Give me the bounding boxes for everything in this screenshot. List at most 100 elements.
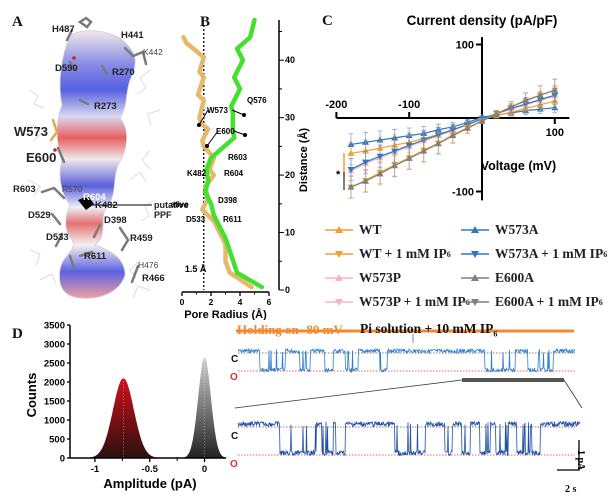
pore-surface-render: [24, 16, 161, 299]
ppf-marker: [78, 196, 94, 210]
closed-label-bottom: C: [231, 431, 239, 442]
legend-label-sub: 6: [598, 297, 603, 307]
annotation-d533: D533: [186, 215, 206, 224]
closed-label-top: C: [231, 354, 239, 365]
y-tick-label: 10: [285, 228, 295, 238]
single-channel-traces: [234, 329, 583, 471]
x-tick-label: 0: [202, 464, 207, 475]
legend-item-e600a-1-mm-ip6: E600A + 1 mM IP 6: [461, 294, 603, 310]
annotation-dot: [242, 113, 246, 117]
data-point: [347, 166, 355, 173]
y-tick-label: 40: [285, 55, 295, 65]
significance-star: *: [336, 169, 341, 181]
y-tick-label: 20: [285, 170, 295, 180]
legend-marker-icon: [461, 226, 489, 233]
ppf-annotation-line1: putative: [154, 200, 189, 210]
legend-marker-icon: [461, 299, 489, 306]
histogram-peak-closed: [179, 357, 230, 458]
series-e600a: [347, 78, 559, 199]
scale-bar: [557, 440, 580, 471]
x-tick-label: 0: [180, 297, 185, 307]
legend-marker-icon: [325, 274, 353, 281]
legend-marker-icon: [325, 299, 353, 306]
legend-label: W573A: [495, 222, 539, 237]
y-tick-label: 0: [60, 454, 65, 465]
y-tick-label: 3000: [44, 340, 65, 351]
y-tick-label: 0: [285, 285, 290, 295]
pore-surface: [56, 30, 136, 299]
residue-label-d590: D590: [55, 63, 78, 74]
y-tick-label: -100: [452, 187, 474, 199]
zoom-connector-left: [234, 379, 463, 409]
legend-item-e600a: E600A: [461, 270, 534, 286]
y-tick-label: 3500: [44, 321, 65, 332]
zoom-connector-right: [563, 379, 583, 409]
data-point: [522, 96, 530, 103]
sidechain-sticks: [24, 69, 161, 299]
legend-label: WT + 1 mM IP: [359, 246, 447, 261]
residue-label-h476: H476: [138, 260, 159, 270]
legend-marker-icon: [325, 251, 353, 258]
residue-sticks: [40, 16, 148, 284]
x-tick-label: 100: [546, 127, 564, 139]
y-tick-label: 30: [285, 113, 295, 123]
data-point: [434, 140, 442, 147]
residue-label-k482: K482: [95, 200, 118, 211]
residue-label-r273: R273: [94, 101, 117, 112]
legend-label-sub: 6: [446, 249, 451, 259]
panel-b-label: B: [200, 14, 211, 30]
data-point: [449, 132, 457, 139]
data-point: [463, 124, 471, 131]
x-tick-label: 4: [238, 297, 243, 307]
data-point: [362, 159, 370, 166]
x-tick-label: -1: [91, 464, 100, 475]
x-tick-label: -100: [398, 99, 420, 111]
y-tick-label: 1500: [44, 397, 65, 408]
annotation-dot: [243, 133, 247, 137]
data-point: [493, 110, 501, 117]
data-point: [376, 153, 384, 160]
threshold-label: 1.5 Å: [185, 264, 207, 274]
annotation-r604: R604: [224, 169, 244, 178]
legend-label: W573A + 1 mM IP: [495, 246, 604, 261]
y-axis-title: Counts: [24, 373, 39, 418]
x-axis-title: Voltage (mV): [481, 159, 556, 173]
data-point: [347, 183, 355, 190]
solution-label-sub: 6: [493, 329, 498, 339]
legend-label: W573P + 1 mM IP: [359, 294, 466, 309]
chart-title: Current density (pA/pF): [407, 13, 558, 28]
x-tick-label: 6: [267, 297, 272, 307]
residue-label-d529: D529: [28, 210, 51, 221]
legend-label: E600A: [495, 270, 535, 285]
data-point: [551, 86, 559, 93]
x-axis-title: Pore Radius (Å): [184, 308, 267, 320]
panel-d-label: D: [12, 326, 23, 342]
residue-label-d533: D533: [46, 232, 69, 243]
residue-label-r459: R459: [130, 233, 153, 244]
scale-bar-x-label: 2 s: [565, 484, 577, 495]
y-tick-label: 1000: [44, 416, 65, 427]
data-point: [391, 148, 399, 155]
ppf-annotation-line2: PPF: [154, 210, 172, 220]
trace-bottom: [237, 420, 581, 457]
data-point: [362, 147, 370, 154]
y-tick-label: 100: [456, 40, 474, 52]
residue-label-k442: K442: [143, 47, 163, 57]
x-tick-label: 2: [209, 297, 214, 307]
open-label-bottom: O: [230, 459, 238, 470]
annotation-r611: R611: [223, 215, 242, 224]
legend-marker-icon: [461, 251, 489, 258]
data-point: [362, 177, 370, 184]
legend-item-w573a-1-mm-ip6: W573A + 1 mM IP 6: [461, 246, 607, 262]
legend-item-w573a: W573A: [461, 222, 539, 238]
y-tick-label: 2500: [44, 359, 65, 370]
x-tick-label: -0.5: [142, 464, 159, 475]
legend-label: WT: [359, 222, 382, 237]
annotation-q576: Q576: [247, 96, 267, 105]
data-point: [391, 162, 399, 169]
legend-label: E600A + 1 mM IP: [495, 294, 599, 309]
residue-label-r603: R603: [13, 184, 36, 195]
residue-label-h487: H487: [52, 24, 75, 35]
data-point: [405, 154, 413, 161]
annotation-pointer-w573: [198, 109, 245, 126]
